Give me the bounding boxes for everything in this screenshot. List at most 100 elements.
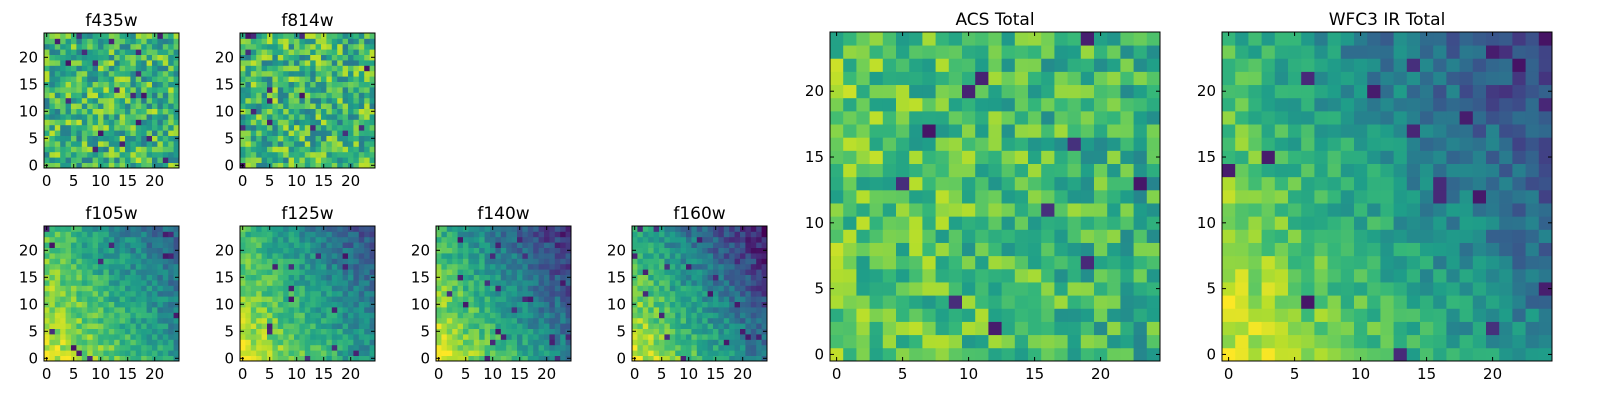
heatmap-cell [141,236,147,243]
heatmap-cell [321,76,327,82]
heatmap-cell [1094,124,1108,138]
heatmap-cell [1472,203,1487,217]
heatmap-cell [1014,124,1029,138]
heatmap-cell [1014,282,1029,296]
heatmap-cell [463,253,469,259]
heatmap-cell [60,226,66,232]
heatmap-cell [691,328,698,335]
heatmap-cell [114,253,120,259]
heatmap-cell [1080,163,1095,178]
heatmap-cell [909,203,923,217]
heatmap-cell [353,38,360,45]
heatmap-cell [157,328,164,335]
heatmap-cell [713,317,719,324]
heatmap-cell [288,124,295,131]
heatmap-cell [1314,150,1328,164]
heatmap-cell [168,49,174,55]
heatmap-cell [331,263,338,270]
heatmap-cell [734,242,741,248]
heatmap-cell [869,110,884,125]
heatmap-cell [1446,321,1460,336]
heatmap-cell [843,176,857,191]
heatmap-cell [856,295,870,309]
heatmap-cell [369,253,376,259]
heatmap-cell [468,344,475,351]
heatmap-cell [1512,203,1526,217]
heatmap-cell [304,334,311,340]
heatmap-cell [740,334,746,340]
heatmap-cell [750,355,757,362]
heatmap-cell [71,130,77,136]
heatmap-cell [119,263,126,270]
heatmap-cell [168,236,174,243]
heatmap-cell [353,242,360,248]
heatmap-cell [495,296,502,302]
heatmap-cell [358,157,365,163]
heatmap-cell [659,280,665,286]
heatmap-cell [988,282,1002,296]
heatmap-cell [1301,242,1315,257]
heatmap-cell [648,269,654,275]
heatmap-cell [882,71,897,86]
heatmap-cell [87,231,93,238]
heatmap-cell [1094,282,1108,296]
heatmap-cell [130,49,137,55]
heatmap-cell [310,119,316,126]
heatmap-cell [146,76,153,82]
heatmap-cell [696,301,703,308]
heatmap-cell [544,312,550,319]
heatmap-cell [321,81,327,88]
heatmap-cell [856,58,870,72]
heatmap-cell [1274,163,1289,178]
heatmap-cell [108,328,115,335]
heatmap-cell [108,141,115,147]
heatmap-cell [146,339,153,346]
heatmap-cell [60,49,66,55]
heatmap-cell [664,290,671,297]
heatmap-cell [44,114,50,120]
heatmap-cell [948,45,963,59]
heatmap-cell [1235,295,1249,309]
heatmap-cell [713,301,719,308]
heatmap-cell [369,124,376,131]
heatmap-cell [157,269,164,275]
heatmap-cell [92,135,99,142]
heatmap-cell [98,76,104,82]
heatmap-cell [299,33,306,39]
heatmap-cell [653,253,660,259]
heatmap-cell [468,301,475,308]
heatmap-cell [648,350,654,356]
heatmap-cell [369,33,376,39]
heatmap-cell [256,231,262,238]
heatmap-cell [882,268,897,283]
heatmap-cell [261,236,268,243]
heatmap-cell [500,328,507,335]
heatmap-cell [71,81,77,88]
heatmap-cell [173,344,180,351]
heatmap-cell [1340,203,1355,217]
heatmap-cell [364,296,370,302]
heatmap-cell [65,135,72,142]
heatmap-cell [310,146,316,153]
heatmap-cell [353,146,360,153]
heatmap-cell [114,97,120,104]
heatmap-cell [702,296,708,302]
heatmap-cell [554,312,561,319]
heatmap-cell [522,307,529,313]
heatmap-cell [527,312,534,319]
heatmap-cell [463,247,469,254]
heatmap-cell [135,263,142,270]
heatmap-cell [506,231,512,238]
heatmap-cell [81,87,88,93]
heatmap-cell [130,258,137,265]
heatmap-cell [250,317,257,324]
heatmap-cell [549,296,556,302]
heatmap-cell [948,242,963,257]
heatmap-cell [909,268,923,283]
heatmap-cell [1133,163,1148,178]
heatmap-cell [975,45,989,59]
heatmap-cell [1235,203,1249,217]
heatmap-cell [283,108,289,115]
heatmap-cell [250,285,257,292]
heatmap-cell [44,157,50,163]
